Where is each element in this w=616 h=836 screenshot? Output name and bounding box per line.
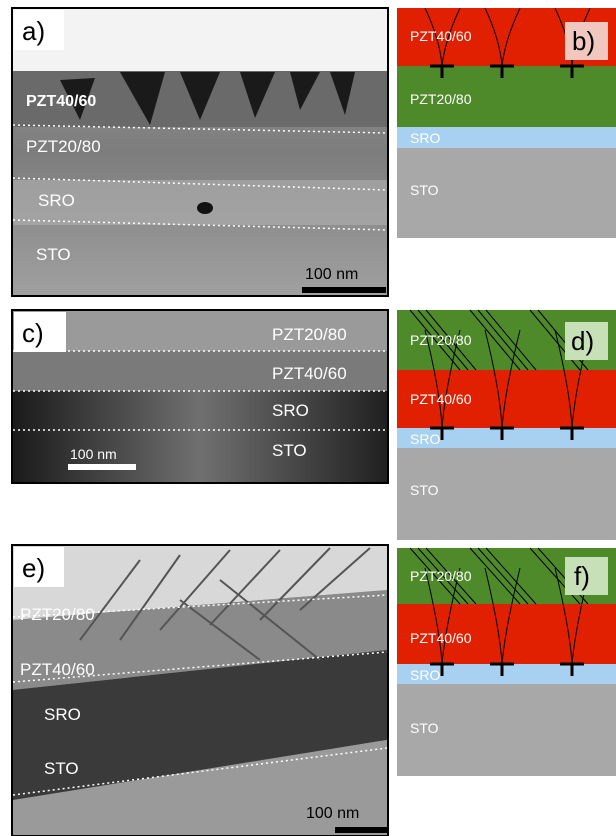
layer-label: PZT20/80 — [410, 332, 472, 348]
panel-label: c) — [22, 318, 44, 348]
panel-c: c) PZT20/80 PZT40/60 SRO STO 100 nm — [12, 310, 388, 483]
panel-label: e) — [22, 553, 45, 583]
layer-label: SRO — [410, 431, 440, 447]
layer-label: SRO — [410, 667, 440, 683]
layer-label: PZT20/80 — [410, 568, 472, 584]
layer-label: SRO — [410, 130, 440, 146]
layer-label: STO — [410, 720, 439, 736]
panel-label: f) — [574, 561, 590, 591]
figure: a) PZT40/60 PZT20/80 SRO STO 100 nm b) P… — [0, 0, 616, 836]
panel-f: f) PZT20/80 PZT40/60 SRO STO — [397, 548, 616, 776]
defect — [197, 202, 213, 214]
layer-label: PZT40/60 — [26, 93, 96, 110]
panel-b: b) PZT40/60 PZT20/80 SRO STO — [397, 8, 616, 238]
layer-label: PZT20/80 — [20, 605, 95, 624]
layer-label: STO — [36, 245, 71, 264]
layer-label: STO — [272, 441, 307, 460]
layer-label: PZT40/60 — [410, 630, 472, 646]
panel-a: a) PZT40/60 PZT20/80 SRO STO 100 nm — [12, 8, 388, 296]
layer-label: PZT40/60 — [410, 28, 472, 44]
layer-label: SRO — [44, 705, 81, 724]
layer-label: PZT40/60 — [272, 364, 347, 383]
region — [13, 9, 387, 71]
layer-label: STO — [44, 759, 79, 778]
layer-label: PZT20/80 — [26, 137, 101, 156]
layer-label: SRO — [38, 191, 75, 210]
panel-label: d) — [571, 326, 594, 356]
layer-label: PZT20/80 — [272, 325, 347, 344]
scale-bar — [68, 464, 136, 470]
panel-label: a) — [22, 16, 45, 46]
scale-bar-label: 100 nm — [70, 446, 117, 462]
scale-bar — [302, 287, 386, 293]
scale-bar — [335, 827, 387, 833]
layer-label: PZT40/60 — [410, 391, 472, 407]
panel-e: e) PZT20/80 PZT40/60 SRO STO 100 nm — [12, 545, 388, 836]
layer-label: STO — [410, 482, 439, 498]
layer-label: PZT40/60 — [20, 660, 95, 679]
panel-label: b) — [572, 26, 595, 56]
layer-label: STO — [410, 182, 439, 198]
panel-d: d) PZT20/80 PZT40/60 SRO STO — [397, 310, 616, 540]
layer-label: SRO — [272, 401, 309, 420]
layer-label: PZT20/80 — [410, 91, 472, 107]
scale-bar-label: 100 nm — [306, 805, 359, 822]
scale-bar-label: 100 nm — [305, 266, 358, 283]
